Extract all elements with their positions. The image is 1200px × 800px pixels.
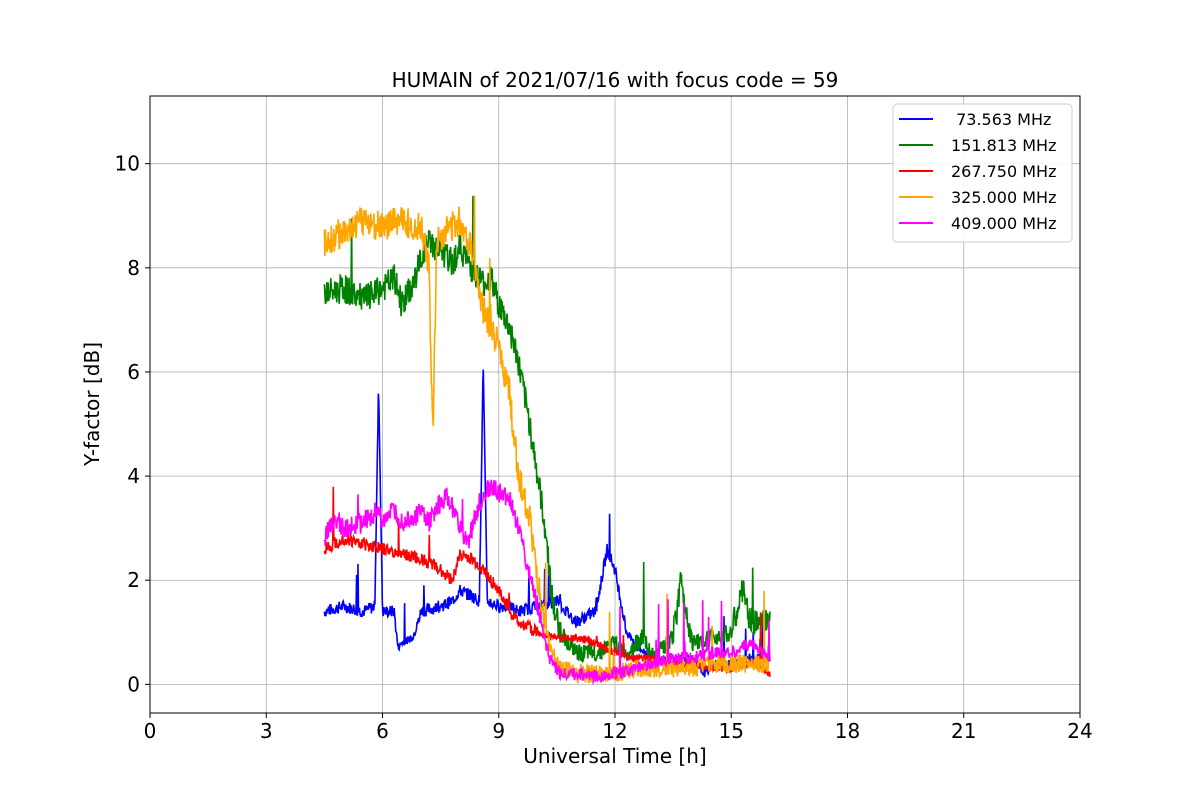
x-tick-label: 18 — [835, 719, 860, 743]
x-tick-label: 24 — [1067, 719, 1092, 743]
y-tick-label: 6 — [127, 360, 140, 384]
legend-label: 267.750 MHz — [951, 162, 1056, 181]
y-tick-label: 4 — [127, 464, 140, 488]
x-tick-label: 3 — [260, 719, 273, 743]
legend-box — [892, 103, 1073, 243]
series-line — [323, 195, 771, 666]
x-tick-label: 9 — [492, 719, 505, 743]
x-axis-ticks: 0 3 6 9 12 15 18 21 24 — [144, 713, 1093, 743]
legend-label: 325.000 MHz — [951, 188, 1056, 207]
x-tick-label: 21 — [951, 719, 976, 743]
y-axis-ticks: 0 2 4 6 8 10 — [115, 152, 150, 696]
x-axis-label: Universal Time [h] — [523, 744, 706, 768]
chart-title: HUMAIN of 2021/07/16 with focus code = 5… — [392, 68, 839, 92]
series-line — [323, 479, 771, 686]
x-tick-label: 6 — [376, 719, 389, 743]
legend-label: 409.000 MHz — [951, 214, 1056, 233]
x-tick-label: 12 — [602, 719, 627, 743]
legend-label: 73.563 MHz — [951, 110, 1051, 129]
y-tick-label: 10 — [115, 152, 140, 176]
y-tick-label: 2 — [127, 568, 140, 592]
series-layer — [323, 195, 771, 686]
y-axis-label: Y-factor [dB] — [80, 342, 104, 467]
series-line — [323, 195, 771, 684]
y-tick-label: 0 — [127, 672, 140, 696]
legend-label: 151.813 MHz — [951, 136, 1056, 155]
x-tick-label: 15 — [719, 719, 744, 743]
legend[interactable]: 73.563 MHz 151.813 MHz 267.750 MHz 325.000 … — [892, 103, 1073, 243]
x-tick-label: 0 — [144, 719, 157, 743]
y-tick-label: 8 — [127, 256, 140, 280]
